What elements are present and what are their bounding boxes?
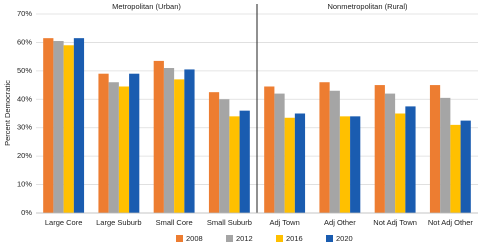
bar bbox=[374, 85, 385, 213]
bar bbox=[184, 69, 195, 213]
bar bbox=[460, 120, 471, 213]
y-tick-label: 20% bbox=[17, 151, 32, 160]
legend-swatch bbox=[176, 235, 183, 242]
bar bbox=[174, 79, 185, 213]
bar bbox=[294, 113, 306, 213]
y-tick-label: 60% bbox=[17, 37, 32, 46]
bar bbox=[98, 73, 109, 213]
y-axis-label: Percent Democratic bbox=[3, 80, 12, 146]
bar bbox=[239, 110, 250, 213]
bar bbox=[153, 60, 164, 214]
legend-label: 2008 bbox=[186, 234, 203, 243]
annotation: Metropolitan (Urban) bbox=[112, 2, 181, 11]
bar bbox=[43, 38, 54, 213]
legend-swatch bbox=[226, 235, 233, 242]
bar bbox=[450, 124, 461, 213]
legend-label: 2012 bbox=[236, 234, 253, 243]
legend-label: 2016 bbox=[286, 234, 303, 243]
annotation: Nonmetropolitan (Rural) bbox=[327, 2, 408, 11]
y-tick-label: 40% bbox=[17, 94, 32, 103]
y-tick-label: 30% bbox=[17, 123, 32, 132]
bar bbox=[329, 90, 340, 213]
y-tick-label: 70% bbox=[17, 9, 32, 18]
x-tick-label: Adj Town bbox=[269, 218, 299, 227]
x-tick-label: Not Adj Other bbox=[428, 218, 474, 227]
y-tick-label: 0% bbox=[21, 208, 32, 217]
bar bbox=[274, 93, 285, 213]
x-tick-label: Not Adj Town bbox=[373, 218, 417, 227]
legend-label: 2020 bbox=[336, 234, 353, 243]
bar bbox=[440, 97, 451, 213]
bar bbox=[208, 92, 220, 213]
bar bbox=[219, 99, 230, 213]
bar bbox=[118, 86, 130, 213]
bar bbox=[429, 85, 441, 213]
y-tick-label: 50% bbox=[17, 66, 32, 75]
x-tick-label: Small Core bbox=[156, 218, 193, 227]
bar bbox=[264, 86, 275, 213]
bar bbox=[339, 116, 351, 213]
x-tick-label: Large Suburb bbox=[96, 218, 141, 227]
bar bbox=[319, 82, 330, 213]
x-tick-label: Large Core bbox=[45, 218, 83, 227]
bar bbox=[73, 38, 85, 213]
bar bbox=[108, 82, 119, 213]
bar bbox=[229, 116, 240, 213]
bar bbox=[384, 93, 396, 213]
x-tick-label: Small Suburb bbox=[207, 218, 252, 227]
legend-swatch bbox=[276, 235, 283, 242]
bar bbox=[284, 117, 295, 213]
bar bbox=[405, 106, 416, 213]
bar bbox=[129, 73, 140, 213]
bar bbox=[53, 41, 64, 213]
bar bbox=[395, 113, 406, 213]
y-tick-label: 10% bbox=[17, 180, 32, 189]
bar bbox=[163, 68, 175, 213]
legend-swatch bbox=[326, 235, 333, 242]
bar bbox=[350, 116, 361, 213]
x-tick-label: Adj Other bbox=[324, 218, 356, 227]
bar bbox=[63, 45, 74, 214]
